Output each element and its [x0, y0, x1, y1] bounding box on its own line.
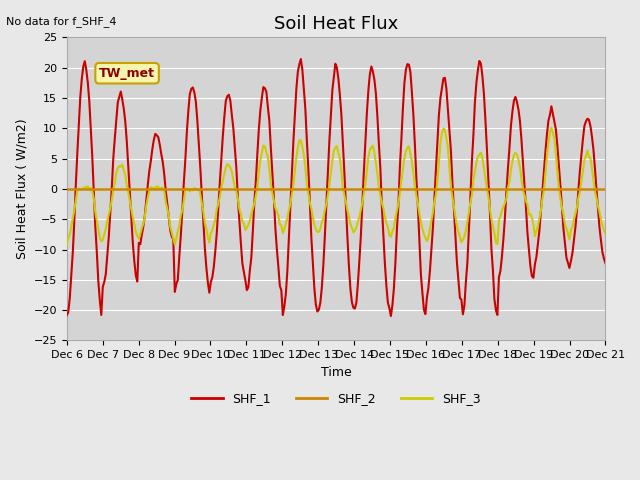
SHF_3 — [300, 152, 308, 158]
SHF_1 — [241, 277, 249, 283]
SHF_1 — [297, 56, 305, 62]
SHF_3 — [129, 215, 136, 220]
SHF_3 — [63, 241, 70, 247]
Legend: SHF_1, SHF_2, SHF_3: SHF_1, SHF_2, SHF_3 — [186, 387, 486, 410]
Line: SHF_3: SHF_3 — [67, 128, 605, 244]
X-axis label: Time: Time — [321, 366, 351, 379]
SHF_2 — [223, 186, 231, 192]
Line: SHF_1: SHF_1 — [67, 59, 605, 316]
SHF_2 — [241, 186, 249, 192]
Text: TW_met: TW_met — [99, 67, 155, 80]
SHF_1 — [63, 312, 70, 318]
SHF_1 — [575, 187, 582, 192]
SHF_2 — [250, 186, 258, 192]
SHF_2 — [572, 186, 579, 192]
SHF_2 — [63, 186, 70, 192]
SHF_3 — [243, 225, 251, 230]
SHF_3 — [602, 231, 609, 237]
SHF_2 — [602, 186, 609, 192]
SHF_1 — [602, 260, 609, 266]
Y-axis label: Soil Heat Flux ( W/m2): Soil Heat Flux ( W/m2) — [15, 119, 28, 259]
SHF_3 — [171, 241, 179, 247]
SHF_2 — [298, 186, 306, 192]
SHF_3 — [252, 192, 260, 198]
SHF_3 — [548, 125, 556, 131]
SHF_1 — [250, 200, 258, 205]
SHF_1 — [387, 313, 395, 319]
SHF_3 — [575, 194, 582, 200]
Title: Soil Heat Flux: Soil Heat Flux — [274, 15, 398, 33]
SHF_1 — [129, 240, 136, 246]
SHF_1 — [223, 93, 231, 99]
SHF_1 — [300, 86, 308, 92]
SHF_2 — [129, 186, 136, 192]
SHF_3 — [225, 163, 233, 168]
Text: No data for f_SHF_4: No data for f_SHF_4 — [6, 16, 117, 27]
